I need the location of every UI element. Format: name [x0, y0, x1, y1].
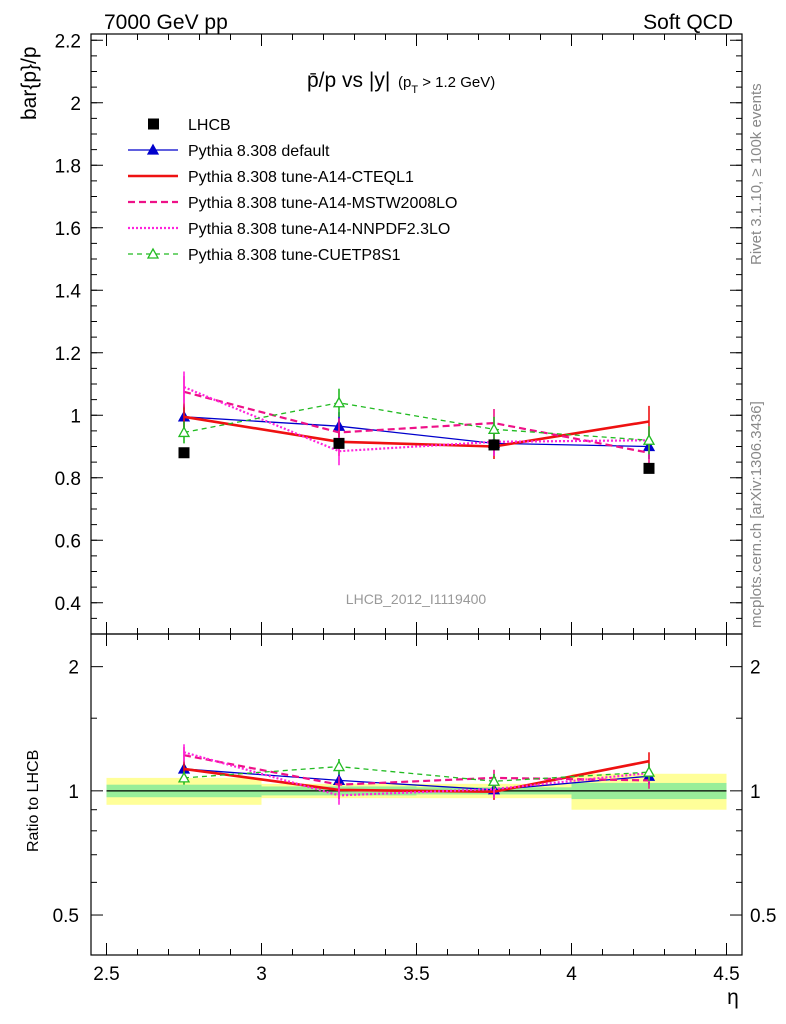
y-tick-label: 0.6	[55, 531, 81, 552]
legend-item-nnpdf: Pythia 8.308 tune-A14-NNPDF2.3LO	[128, 221, 450, 238]
series-lhcb	[178, 437, 655, 474]
x-tick-label: 2.5	[93, 964, 119, 985]
y-axis-label: bar{p}/p	[18, 46, 41, 120]
series-line	[183, 402, 650, 441]
ratio-point	[177, 771, 191, 783]
ratio-y-tick-label-right: 1	[750, 782, 761, 803]
ratio-y-axis-label: Ratio to LHCB	[25, 750, 42, 852]
series-point	[177, 426, 191, 438]
legend-label-default: Pythia 8.308 default	[188, 143, 330, 160]
y-tick-label: 1	[70, 406, 81, 427]
legend-item-cuetp: Pythia 8.308 tune-CUETP8S1	[128, 247, 401, 264]
legend-label-cteql1: Pythia 8.308 tune-A14-CTEQL1	[188, 169, 414, 186]
plot-title: p̄/p vs |y| (pT > 1.2 GeV)	[307, 69, 495, 96]
y-tick-label: 1.6	[55, 219, 81, 240]
ratio-y-tick-label-right: 2	[750, 658, 761, 679]
legend-label-cuetp: Pythia 8.308 tune-CUETP8S1	[188, 247, 401, 264]
lhcb-point	[643, 462, 655, 474]
legend-label-nnpdf: Pythia 8.308 tune-A14-NNPDF2.3LO	[188, 221, 450, 238]
series-nnpdf	[183, 371, 650, 466]
x-axis-label: η	[727, 986, 739, 1009]
x-tick-label: 4.5	[713, 964, 739, 985]
x-tick-label: 4	[566, 964, 577, 985]
series-cuetp	[177, 388, 656, 455]
legend-item-cteql1: Pythia 8.308 tune-A14-CTEQL1	[128, 169, 414, 186]
ratio-series-line	[183, 751, 650, 797]
ratio-series-line	[183, 754, 650, 786]
legend-label-lhcb: LHCB	[188, 117, 231, 134]
ratio-y-tick-label-right: 0.5	[750, 906, 776, 927]
y-tick-label: 0.8	[55, 469, 81, 490]
ratio-point	[487, 774, 501, 786]
legend-item-mstw: Pythia 8.308 tune-A14-MSTW2008LO	[128, 195, 457, 212]
legend-item-lhcb: LHCB	[148, 117, 231, 134]
legend-marker-lhcb	[148, 118, 159, 130]
y-tick-label: 1.4	[55, 281, 82, 302]
series-line	[183, 416, 650, 448]
ratio-y-tick-label: 2	[68, 658, 79, 679]
mcplots-label: mcplots.cern.ch [arXiv:1306.3436]	[748, 401, 765, 628]
lhcb-point	[488, 439, 500, 451]
y-tick-label: 1.2	[55, 344, 81, 365]
y-tick-label: 2	[70, 94, 81, 115]
legend-item-default: Pythia 8.308 default	[128, 143, 330, 160]
series-point	[642, 433, 656, 445]
ratio-plot-panel: 0.5 0.5 1 1 2 2	[53, 633, 776, 956]
ratio-y-tick-label: 1	[68, 782, 79, 803]
legend-label-mstw: Pythia 8.308 tune-A14-MSTW2008LO	[188, 195, 457, 212]
header-left: 7000 GeV pp	[104, 11, 228, 34]
ratio-point	[642, 765, 656, 777]
series-cteql1	[183, 404, 650, 459]
series-line	[183, 415, 650, 448]
main-plot-panel: 0.4 0.6 0.8 1 1.2 1.4 1.6 1.8 2 2.2	[55, 31, 743, 635]
plot-title-main: p̄/p vs |y|	[307, 69, 390, 92]
series-line	[183, 390, 650, 454]
legend-marker-default	[146, 143, 160, 155]
x-tick-label: 3.5	[403, 964, 429, 985]
plot-title-sub: (pT > 1.2 GeV)	[398, 74, 495, 96]
ratio-point	[332, 760, 346, 772]
header-right: Soft QCD	[643, 11, 733, 34]
lhcb-point	[333, 437, 345, 449]
ratio-series-cuetp	[177, 758, 656, 789]
series-point	[332, 396, 346, 408]
legend: LHCB Pythia 8.308 default Pythia 8.308 tun…	[128, 117, 457, 264]
y-tick-label: 1.8	[55, 156, 81, 177]
x-tick-label: 3	[256, 964, 267, 985]
lhcb-point	[178, 447, 190, 459]
rivet-label: Rivet 3.1.10, ≥ 100k events	[748, 83, 765, 265]
y-tick-label: 0.4	[55, 594, 82, 615]
series-point	[487, 422, 501, 434]
y-tick-label: 2.2	[55, 31, 81, 52]
ratio-y-tick-label: 0.5	[53, 906, 79, 927]
analysis-watermark: LHCB_2012_I1119400	[346, 591, 487, 607]
series-line	[183, 386, 650, 453]
legend-marker-cuetp	[146, 247, 160, 259]
ratio-series-line	[183, 765, 650, 782]
